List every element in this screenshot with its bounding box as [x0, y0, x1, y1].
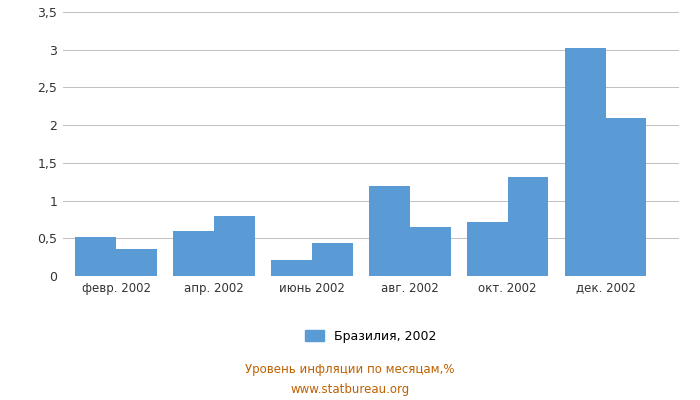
- Bar: [312, 243, 353, 276]
- Bar: [467, 222, 508, 276]
- Text: Уровень инфляции по месяцам,%: Уровень инфляции по месяцам,%: [245, 364, 455, 376]
- Bar: [75, 237, 116, 276]
- Bar: [508, 177, 549, 276]
- Bar: [565, 48, 606, 276]
- Text: www.statbureau.org: www.statbureau.org: [290, 383, 410, 396]
- Bar: [214, 216, 255, 276]
- Bar: [271, 260, 312, 276]
- Bar: [410, 227, 451, 276]
- Legend: Бразилия, 2002: Бразилия, 2002: [305, 330, 437, 343]
- Bar: [116, 249, 157, 276]
- Bar: [369, 186, 410, 276]
- Bar: [606, 118, 646, 276]
- Bar: [173, 231, 214, 276]
